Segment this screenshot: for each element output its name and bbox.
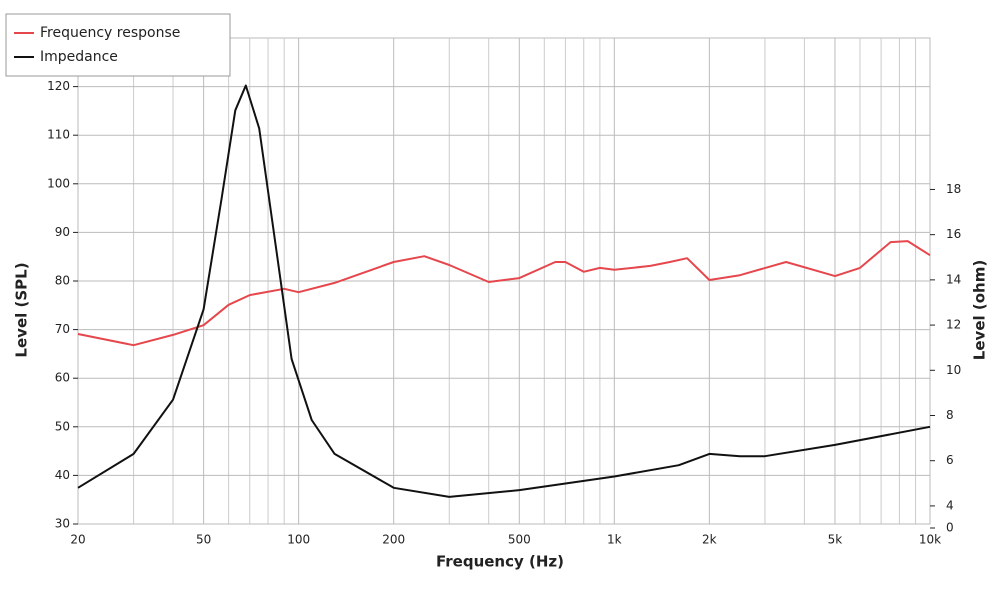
x-tick-label: 1k	[607, 533, 622, 547]
x-tick-label: 2k	[702, 533, 717, 547]
legend-box	[5, 13, 231, 77]
y2-tick-label: 18	[946, 182, 961, 196]
y-tick-label: 100	[47, 176, 70, 190]
legend-label: Impedance	[40, 49, 118, 65]
y2-tick-label: 14	[946, 272, 961, 286]
x-tick-label: 200	[382, 533, 405, 547]
x-tick-label: 20	[70, 533, 85, 547]
y-tick-label: 120	[47, 79, 70, 93]
series-line	[77, 240, 931, 347]
legend-label: Frequency response	[40, 25, 180, 41]
y2-tick-label: 12	[946, 318, 961, 332]
x-tick-label: 50	[196, 533, 211, 547]
y-tick-label: 110	[47, 128, 70, 142]
y-tick-label: 40	[55, 468, 70, 482]
series-line	[77, 84, 931, 498]
y-tick-label: 30	[55, 517, 70, 531]
x-axis-title: Frequency (Hz)	[436, 553, 564, 571]
y-tick-label: 50	[55, 419, 70, 433]
y-tick-label: 70	[55, 322, 70, 336]
x-tick-label: 5k	[828, 533, 843, 547]
y-tick-label: 80	[55, 274, 70, 288]
y2-tick-label: 16	[946, 227, 961, 241]
y-axis-title: Level (SPL)	[13, 262, 31, 357]
x-tick-label: 10k	[919, 533, 941, 547]
y2-tick-label: 10	[946, 363, 961, 377]
y2-tick-label: 6	[946, 453, 954, 467]
x-tick-label: 500	[508, 533, 531, 547]
y2-tick-label: 0	[946, 521, 954, 535]
x-tick-label: 100	[287, 533, 310, 547]
y2-tick-label: 8	[946, 408, 954, 422]
y2-tick-label: 4	[946, 498, 954, 512]
y2-axis-title: Level (ohm)	[971, 260, 989, 360]
y-tick-label: 90	[55, 225, 70, 239]
y-tick-label: 60	[55, 371, 70, 385]
